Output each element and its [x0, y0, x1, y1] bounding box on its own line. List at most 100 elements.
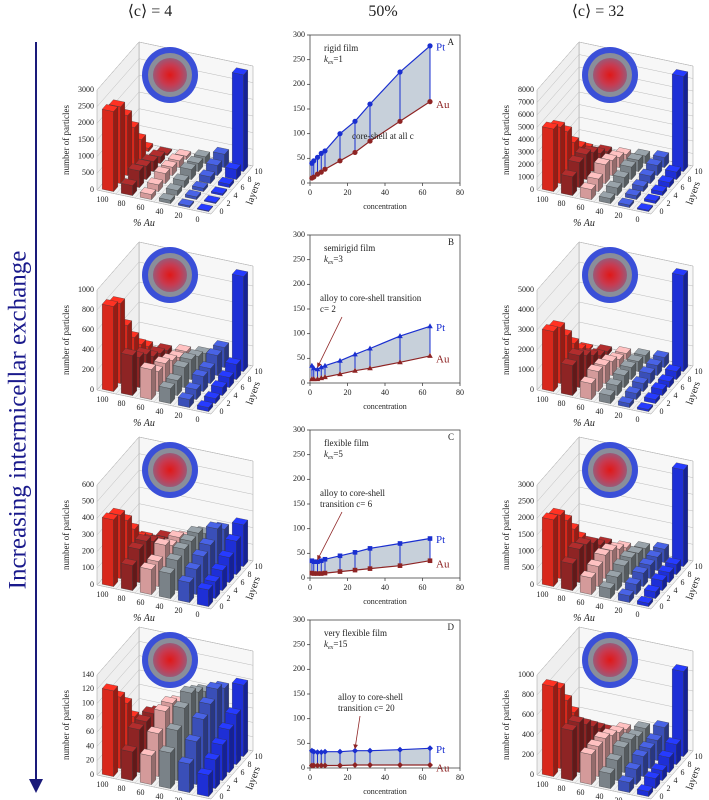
column-header: ⟨c⟩ = 32	[572, 3, 625, 20]
bar-front	[159, 386, 171, 404]
annotation-part: ex	[328, 260, 334, 266]
y-tick-label: 5000	[518, 285, 534, 294]
bar-front	[232, 72, 244, 172]
x-axis-label: % Au	[573, 613, 595, 624]
marker	[367, 101, 373, 107]
y-tick-label: 1000	[78, 151, 94, 160]
bar	[101, 512, 119, 587]
bar	[191, 180, 209, 192]
grid-line	[536, 453, 580, 502]
bar-top	[671, 462, 689, 471]
marker	[322, 374, 328, 380]
bar	[579, 182, 597, 200]
marker	[315, 571, 320, 576]
bar-top	[652, 150, 670, 158]
marker	[427, 762, 433, 768]
depth-tick-label: 0	[660, 792, 664, 800]
bar-top	[108, 507, 126, 516]
depth-tick-label: 0	[220, 407, 224, 416]
y-tick-label: 0	[90, 580, 94, 589]
x-tick-label: 100	[537, 395, 549, 404]
bar-top	[612, 558, 630, 567]
bar-front	[672, 74, 684, 172]
bar-top	[645, 158, 663, 166]
bar	[671, 268, 689, 372]
marker	[337, 158, 343, 164]
bar-top	[217, 722, 235, 730]
bar-top	[579, 182, 597, 190]
annotation-arrow	[317, 511, 343, 561]
x-tick-label: 20	[344, 583, 352, 592]
bar-top	[210, 186, 228, 195]
bar	[560, 556, 578, 591]
particle-core	[593, 643, 627, 677]
marker	[352, 567, 358, 573]
bar-top	[139, 748, 157, 757]
bar	[191, 369, 209, 392]
bar-top	[643, 584, 661, 593]
x-tick-label: 80	[456, 188, 464, 197]
bar	[598, 388, 616, 404]
grid-line	[578, 241, 694, 267]
x-tick-label: 0	[636, 415, 640, 424]
bar-top	[179, 162, 197, 170]
side-label: Increasing intermicellar exchange	[5, 251, 32, 590]
depth-tick-label: 6	[681, 183, 685, 192]
x-tick-label: 0	[196, 215, 200, 224]
y-tick-label: 150	[293, 499, 305, 508]
bar-front	[232, 274, 244, 372]
depth-axis-label: layers	[684, 180, 703, 206]
x-tick-label: 20	[175, 211, 183, 220]
x-tick-label: 0	[636, 610, 640, 619]
depth-tick-label: 2	[227, 199, 231, 208]
y-tick-label: 400	[82, 513, 94, 522]
depth-axis-label: layers	[244, 765, 263, 791]
depth-axis-label: layers	[684, 575, 703, 601]
depth-tick-label: 6	[241, 183, 245, 192]
marker	[318, 150, 324, 156]
marker	[397, 746, 403, 753]
x-tick-label: 60	[419, 188, 427, 197]
bar-top	[612, 170, 630, 178]
y-tick-label: 500	[522, 563, 534, 572]
bar-top	[184, 189, 202, 198]
bar-top	[650, 184, 668, 192]
bar	[196, 582, 214, 607]
bar-top	[120, 558, 138, 566]
particle-core	[153, 258, 187, 292]
bar-top	[153, 704, 171, 712]
bar-top	[141, 154, 159, 162]
annotation-part: =3	[333, 254, 343, 264]
bar-top	[184, 734, 202, 742]
x-tick-label: 40	[381, 188, 389, 197]
marker	[397, 762, 403, 768]
bar-front	[102, 517, 114, 587]
bar	[560, 723, 578, 781]
bar-top	[652, 350, 670, 358]
bar-side	[170, 568, 175, 599]
x-axis-label: % Au	[133, 613, 155, 624]
x-tick-label: 0	[196, 415, 200, 424]
series-label: Pt	[436, 41, 445, 53]
bar	[617, 588, 635, 603]
bar	[617, 396, 635, 408]
bar-top	[600, 543, 618, 551]
y-axis-label: number of particles	[61, 105, 71, 175]
bar-top	[624, 188, 642, 196]
x-tick-label: 40	[596, 407, 604, 416]
x-tick-label: 0	[636, 215, 640, 224]
floor-grid	[536, 774, 652, 800]
bar-top	[231, 67, 249, 76]
depth-tick-label: 0	[220, 207, 224, 216]
depth-tick-label: 8	[688, 175, 692, 184]
bar-top	[541, 512, 559, 521]
y-axis-label: number of particles	[501, 500, 511, 570]
x-tick-label: 20	[344, 388, 352, 397]
bar	[101, 299, 119, 392]
marker	[427, 745, 433, 752]
bar-top	[153, 537, 171, 546]
marker	[322, 762, 328, 769]
panel-letter: D	[448, 622, 455, 632]
bar-top	[598, 388, 616, 396]
bar-front	[561, 174, 573, 196]
